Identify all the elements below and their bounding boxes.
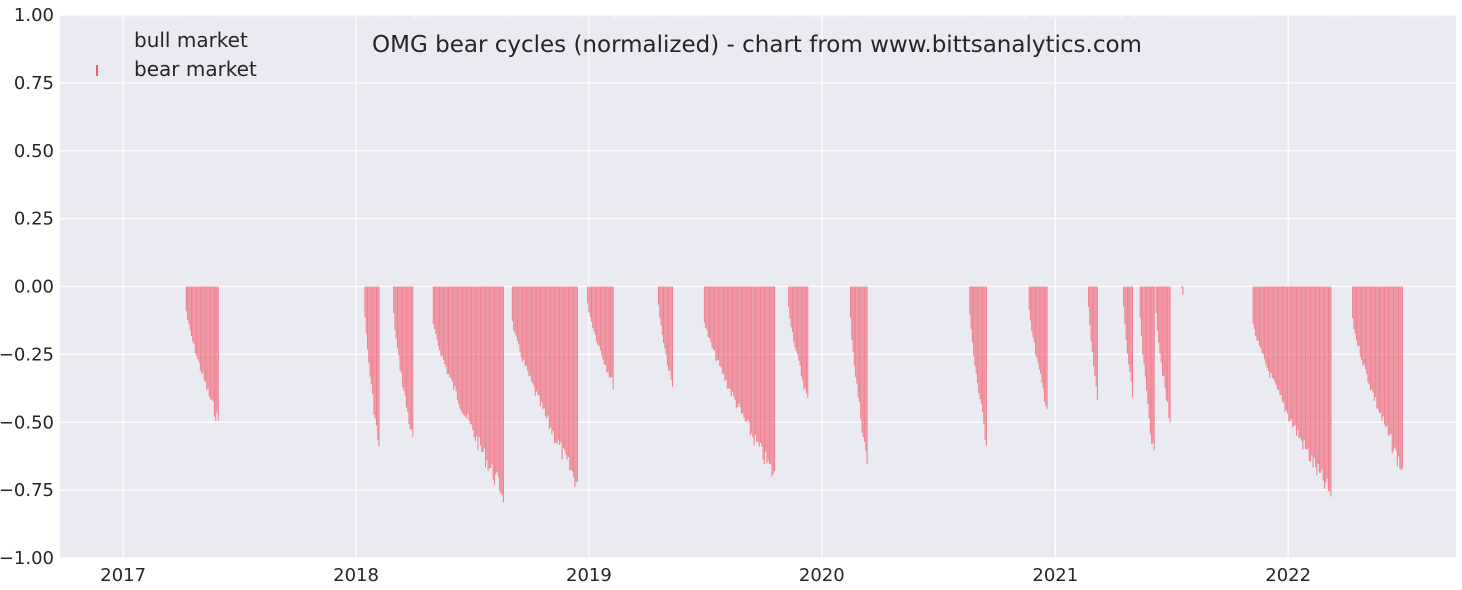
- legend-bear-label: bear market: [134, 57, 257, 81]
- x-axis-ticks: 2017 2018 2019 2020 2021 2022: [100, 565, 1311, 586]
- bull-segment: [1182, 15, 1253, 20]
- y-tick-label: 0.00: [14, 277, 54, 298]
- y-tick-label: −0.75: [0, 480, 54, 501]
- y-tick-label: 0.50: [14, 141, 54, 162]
- bear-segment: [364, 286, 380, 447]
- x-tick-label: 2022: [1265, 565, 1311, 586]
- bear-segment: [788, 286, 809, 398]
- bear-market-bars: [185, 286, 1403, 503]
- x-tick-label: 2020: [799, 565, 845, 586]
- bear-segment: [849, 286, 868, 464]
- y-tick-label: −0.50: [0, 412, 54, 433]
- bear-segment: [1181, 286, 1184, 295]
- y-axis-ticks: 1.00 0.75 0.50 0.25 0.00 −0.25 −0.50 −0.75 −1.00: [0, 5, 54, 569]
- bull-segment: [807, 15, 850, 20]
- x-tick-label: 2019: [566, 565, 612, 586]
- bull-segment: [1132, 15, 1139, 20]
- bull-segment: [867, 15, 968, 20]
- y-tick-label: −1.00: [0, 548, 54, 569]
- y-tick-label: 0.75: [14, 73, 54, 94]
- bear-segment: [185, 286, 219, 421]
- bull-segment: [612, 15, 658, 20]
- bull-segment: [985, 15, 1028, 20]
- bear-segment: [703, 286, 776, 477]
- bull-segment: [1170, 15, 1182, 20]
- bear-segment: [1123, 286, 1134, 398]
- bear-segment: [432, 286, 504, 503]
- bull-segment: [1096, 15, 1124, 20]
- bull-market-bars: [83, 15, 1442, 20]
- bull-segment: [503, 15, 513, 20]
- bear-segment: [587, 286, 614, 390]
- bear-segment: [393, 286, 414, 437]
- bull-segment: [577, 15, 587, 20]
- bear-segment: [1028, 286, 1048, 409]
- legend-bull-label: bull market: [134, 28, 248, 52]
- bear-segment: [1352, 286, 1403, 471]
- bear-segment: [969, 286, 987, 446]
- y-tick-label: 1.00: [14, 5, 54, 26]
- bull-segment: [412, 15, 432, 20]
- bear-segment: [1087, 286, 1098, 401]
- bear-segment: [1252, 286, 1332, 497]
- bull-segment: [1330, 15, 1352, 20]
- x-tick-label: 2021: [1032, 565, 1078, 586]
- y-tick-label: −0.25: [0, 344, 54, 365]
- bull-segment: [1047, 15, 1087, 20]
- chart-title: OMG bear cycles (normalized) - chart fro…: [372, 32, 1142, 58]
- grid-lines: [60, 14, 1456, 559]
- bull-segment: [774, 15, 789, 20]
- bull-segment: [218, 15, 365, 20]
- bull-segment: [83, 15, 185, 20]
- legend: bull market bear market: [96, 28, 257, 81]
- bull-segment: [672, 15, 704, 20]
- bear-segment: [1155, 286, 1171, 423]
- bull-segment: [378, 15, 393, 20]
- x-tick-label: 2018: [333, 565, 379, 586]
- bear-segment: [511, 286, 578, 487]
- bull-segment: [1402, 15, 1442, 20]
- y-tick-label: 0.25: [14, 209, 54, 230]
- bear-segment: [1139, 286, 1155, 451]
- bear-segment: [657, 286, 674, 387]
- x-tick-label: 2017: [100, 565, 146, 586]
